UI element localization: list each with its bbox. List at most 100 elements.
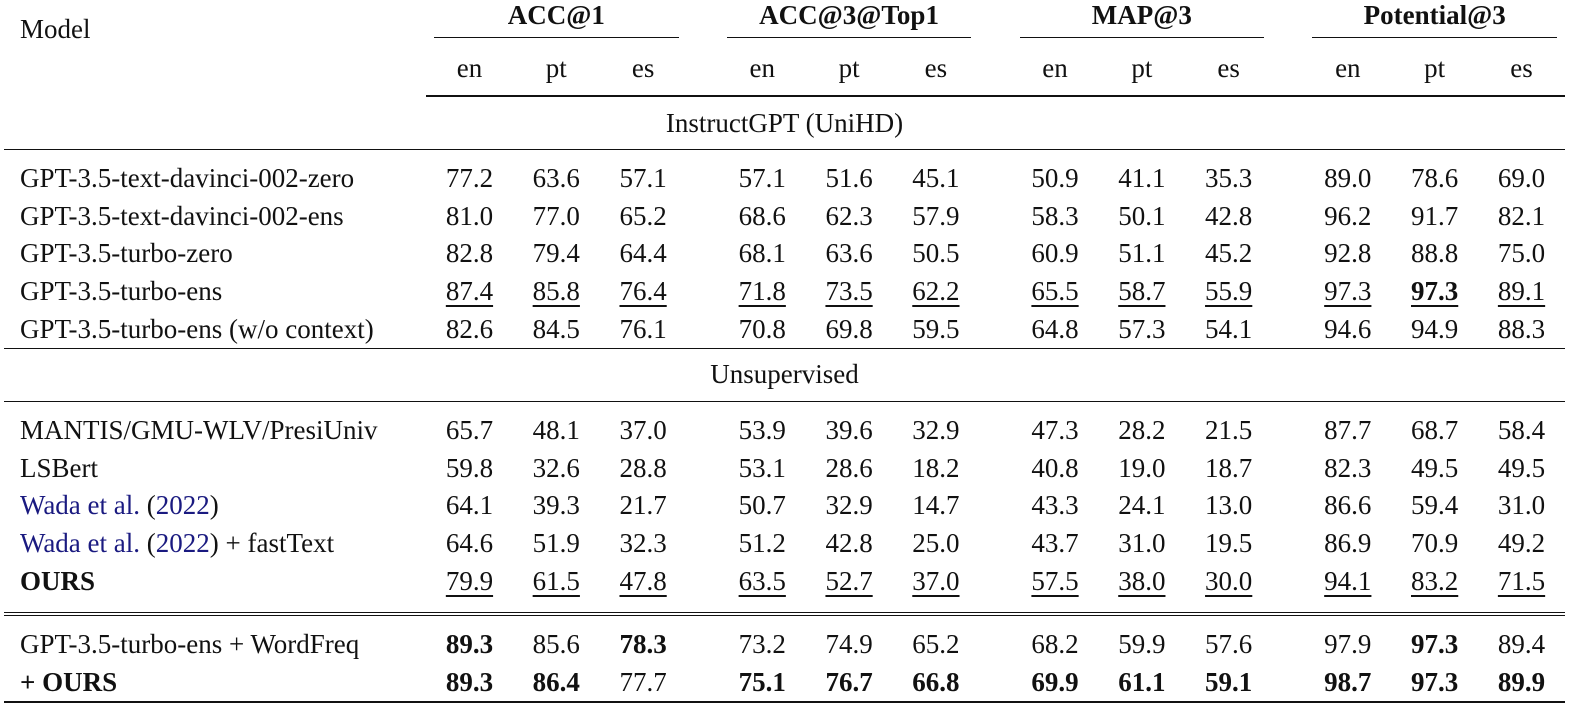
score-cell: 59.5 <box>892 310 979 348</box>
score-value: 45.2 <box>1205 238 1253 269</box>
score-value: 83.2 <box>1411 565 1459 596</box>
column-gap <box>979 614 1011 664</box>
score-value: 69.8 <box>825 313 873 344</box>
score-cell: 89.1 <box>1478 273 1565 311</box>
table-row: GPT-3.5-turbo-ens (w/o context) 82.6 84.5 7… <box>4 310 1565 348</box>
score-value: 61.5 <box>532 565 580 596</box>
score-value: 62.2 <box>912 276 960 307</box>
score-value: 60.9 <box>1031 238 1079 269</box>
score-cell: 69.0 <box>1478 150 1565 198</box>
score-cell: 87.4 <box>426 273 513 311</box>
score-cell: 37.0 <box>892 562 979 600</box>
score-cell: 49.5 <box>1391 450 1478 488</box>
score-cell: 32.6 <box>513 450 600 488</box>
score-cell: 57.1 <box>719 150 806 198</box>
score-cell: 51.9 <box>513 525 600 563</box>
score-value: 42.8 <box>825 528 873 559</box>
score-value: 86.6 <box>1324 490 1372 521</box>
score-value: 51.9 <box>532 528 580 559</box>
score-value: 38.0 <box>1118 565 1166 596</box>
score-cell: 57.1 <box>600 150 687 198</box>
score-cell: 13.0 <box>1185 487 1272 525</box>
score-value: 68.6 <box>738 200 786 231</box>
score-cell: 92.8 <box>1304 235 1391 273</box>
score-value: 78.6 <box>1411 163 1459 194</box>
score-cell: 73.5 <box>806 273 893 311</box>
score-value: 53.1 <box>738 452 786 483</box>
metric-header-potential3: Potential@3 <box>1304 0 1565 41</box>
score-value: 45.1 <box>912 163 960 194</box>
score-value: 32.3 <box>619 528 667 559</box>
score-value: 94.1 <box>1324 565 1372 596</box>
column-gap <box>687 273 719 311</box>
score-value: 58.4 <box>1497 415 1546 446</box>
score-cell: 51.6 <box>806 150 893 198</box>
score-value: 50.1 <box>1118 200 1166 231</box>
citation-year-link[interactable]: 2022 <box>155 490 210 521</box>
score-value: 37.0 <box>912 565 960 596</box>
metric-label: Potential@3 <box>1312 0 1557 38</box>
score-cell: 84.5 <box>513 310 600 348</box>
score-cell: 76.4 <box>600 273 687 311</box>
score-value: 58.7 <box>1118 276 1166 307</box>
score-cell: 57.9 <box>892 198 979 236</box>
model-name: GPT-3.5-text-davinci-002-zero <box>20 163 355 194</box>
score-value: 65.5 <box>1031 276 1079 307</box>
score-cell: 65.2 <box>892 614 979 664</box>
score-value: 76.4 <box>619 276 667 307</box>
score-value: 65.2 <box>912 629 960 660</box>
score-value: 87.4 <box>445 276 494 307</box>
column-gap <box>1272 401 1304 449</box>
score-cell: 19.5 <box>1185 525 1272 563</box>
score-cell: 89.0 <box>1304 150 1391 198</box>
table-row: OURS 79.9 61.5 47.8 63.5 52.7 37.0 57.5 38.0 30.0… <box>4 562 1565 600</box>
column-gap <box>686 663 719 704</box>
score-cell: 50.7 <box>719 487 806 525</box>
score-value: 14.7 <box>912 490 960 521</box>
score-cell: 64.4 <box>600 235 687 273</box>
column-gap <box>979 487 1011 525</box>
citation-link[interactable]: Wada et al. <box>20 490 141 521</box>
score-cell: 65.2 <box>600 198 687 236</box>
score-cell: 59.9 <box>1098 614 1185 664</box>
score-value: 63.6 <box>825 238 873 269</box>
lang-pt: pt <box>805 41 893 97</box>
score-cell: 71.8 <box>719 273 806 311</box>
column-gap <box>979 525 1011 563</box>
score-cell: 97.3 <box>1391 614 1478 664</box>
column-gap <box>687 150 719 198</box>
column-gap <box>1272 198 1304 236</box>
score-value: 28.6 <box>825 452 873 483</box>
score-cell: 59.1 <box>1185 663 1273 704</box>
score-value: 40.8 <box>1031 452 1079 483</box>
score-cell: 89.3 <box>426 663 513 704</box>
table-row: LSBert 59.8 32.6 28.8 53.1 28.6 18.2 40.8 19.0 18… <box>4 450 1565 488</box>
metric-label: ACC@1 <box>434 0 679 38</box>
model-name: GPT-3.5-turbo-ens (w/o context) <box>20 313 374 344</box>
paren: ( <box>140 490 156 521</box>
table-body: InstructGPT (UniHD) GPT-3.5-text-davinci-… <box>4 96 1565 704</box>
model-name: GPT-3.5-text-davinci-002-ens <box>20 200 344 231</box>
score-cell: 32.3 <box>600 525 687 563</box>
column-gap <box>1272 450 1304 488</box>
score-cell: 51.1 <box>1098 235 1185 273</box>
score-value: 53.9 <box>738 415 786 446</box>
score-value: 59.5 <box>912 313 960 344</box>
score-cell: 65.7 <box>426 401 513 449</box>
score-value: 85.8 <box>532 276 580 307</box>
score-cell: 19.0 <box>1098 450 1185 488</box>
column-gap <box>979 150 1011 198</box>
score-value: 70.9 <box>1411 528 1459 559</box>
column-gap <box>979 310 1011 348</box>
score-value: 74.9 <box>825 629 873 660</box>
column-gap <box>979 198 1011 236</box>
score-value: 63.5 <box>738 565 786 596</box>
score-cell: 87.7 <box>1304 401 1391 449</box>
score-cell: 21.7 <box>600 487 687 525</box>
score-value: 88.3 <box>1497 313 1546 344</box>
citation-link[interactable]: Wada et al. <box>20 528 141 559</box>
citation-year-link[interactable]: 2022 <box>155 528 210 559</box>
score-cell: 58.4 <box>1478 401 1565 449</box>
table-row: GPT-3.5-text-davinci-002-zero 77.2 63.6 57.… <box>4 150 1565 198</box>
score-value: 62.3 <box>825 200 873 231</box>
